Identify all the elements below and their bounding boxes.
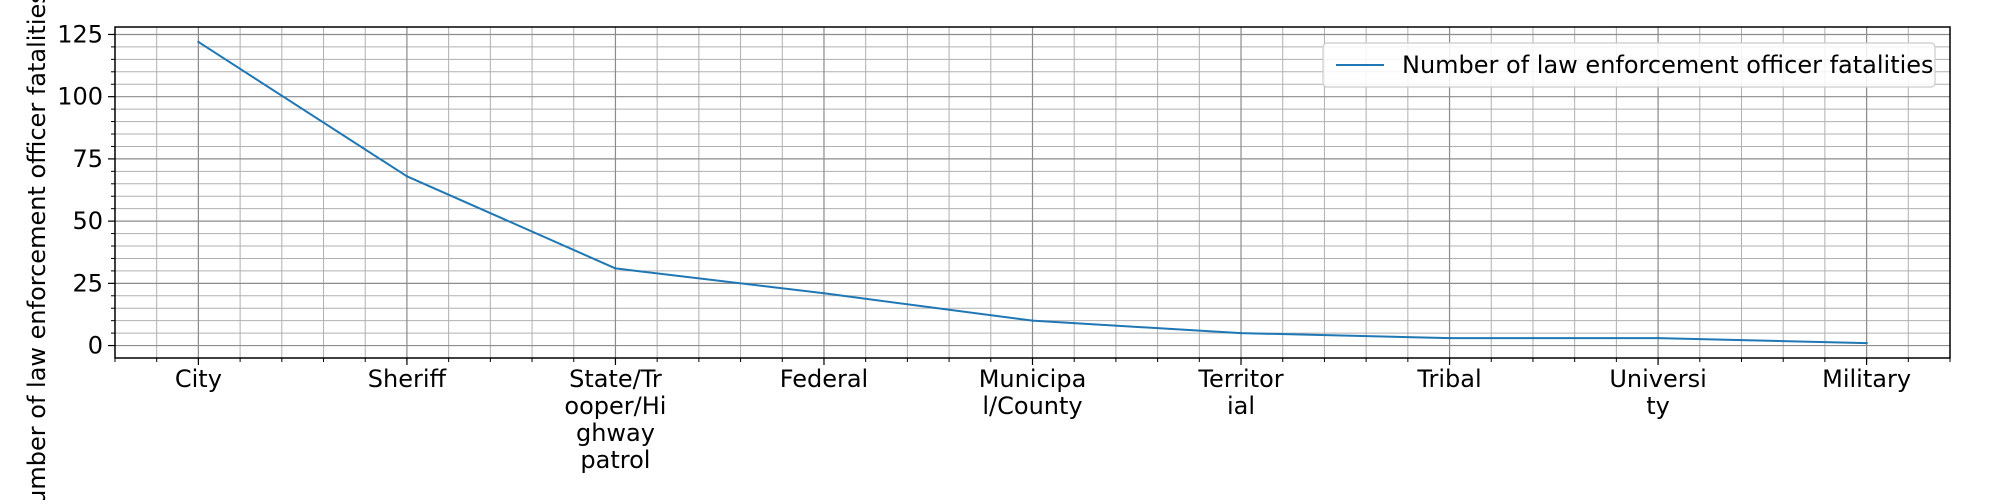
data-point [1656, 336, 1660, 340]
legend: Number of law enforcement officer fatali… [1322, 42, 1936, 88]
y-tick-label: 0 [88, 332, 103, 360]
x-tick-label: Territor ial [1197, 365, 1283, 420]
x-tick-label: State/Tr ooper/Hi ghway patrol [564, 365, 666, 474]
axes [108, 26, 1951, 365]
data-point [1031, 319, 1034, 322]
data-point [1448, 336, 1451, 340]
data-point [197, 40, 200, 44]
x-tick-label: Sheriff [368, 365, 447, 393]
y-tick-label: 25 [72, 269, 103, 297]
x-tick-label: Universi ty [1609, 365, 1706, 420]
series-layer [197, 40, 1868, 345]
y-tick-label: 125 [57, 20, 103, 48]
x-tick-label: Municipa l/County [979, 365, 1087, 420]
x-tick-label: Tribal [1416, 365, 1481, 393]
data-point [1865, 341, 1868, 345]
y-axis-title: Number of law enforcement officer fatali… [23, 0, 51, 500]
data-point [1239, 331, 1243, 335]
grid [114, 27, 1951, 358]
x-tick-label: Military [1822, 365, 1911, 393]
plot-frame [114, 26, 1951, 359]
data-point [822, 292, 826, 295]
legend-box [1322, 42, 1936, 88]
x-tick-label: City [175, 365, 222, 393]
y-tick-label: 75 [72, 145, 103, 173]
y-tick-label: 100 [57, 83, 103, 111]
data-point [614, 267, 617, 270]
tick-labels: 0 25 50 75 100 125 City Sheriff State/Tr ooper/Hi… [57, 20, 1911, 474]
legend-label: Number of law enforcement officer fatali… [1402, 51, 1934, 79]
x-tick-label: Federal [780, 365, 869, 393]
y-tick-label: 50 [72, 207, 103, 235]
data-point [405, 175, 409, 178]
